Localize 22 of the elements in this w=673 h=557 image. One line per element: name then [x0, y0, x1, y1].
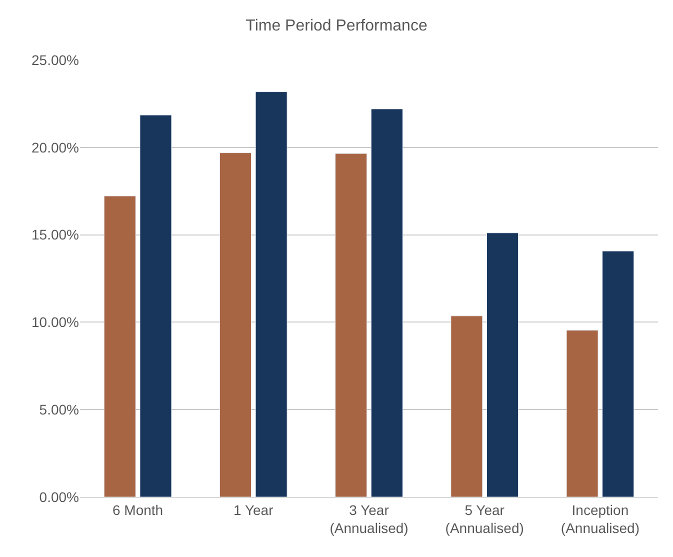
- bar: [450, 316, 483, 497]
- y-tick-label: 5.00%: [39, 402, 79, 418]
- x-tick-label: 1 Year: [234, 502, 274, 518]
- bar: [566, 330, 598, 497]
- x-tick-label: 6 Month: [112, 502, 164, 518]
- y-tick-label: 25.00%: [32, 52, 79, 68]
- x-tick-label: Inception (Annualised): [560, 502, 640, 536]
- bar: [486, 232, 519, 497]
- y-tick-label: 20.00%: [32, 139, 79, 156]
- x-tick-label: 3 Year (Annualised): [330, 502, 408, 536]
- bar: [255, 92, 288, 497]
- chart-title: Time Period Performance: [246, 18, 428, 35]
- y-tick-label: 10.00%: [32, 314, 79, 330]
- bar: [219, 152, 252, 497]
- bar: [335, 153, 368, 497]
- bar: [370, 108, 403, 497]
- y-tick-label: 15.00%: [32, 226, 79, 243]
- bar: [602, 250, 634, 497]
- y-tick-label: 0.00%: [39, 488, 79, 505]
- bar: [104, 196, 136, 497]
- x-tick-label: 5 Year (Annualised): [445, 502, 524, 536]
- bar: [140, 114, 172, 497]
